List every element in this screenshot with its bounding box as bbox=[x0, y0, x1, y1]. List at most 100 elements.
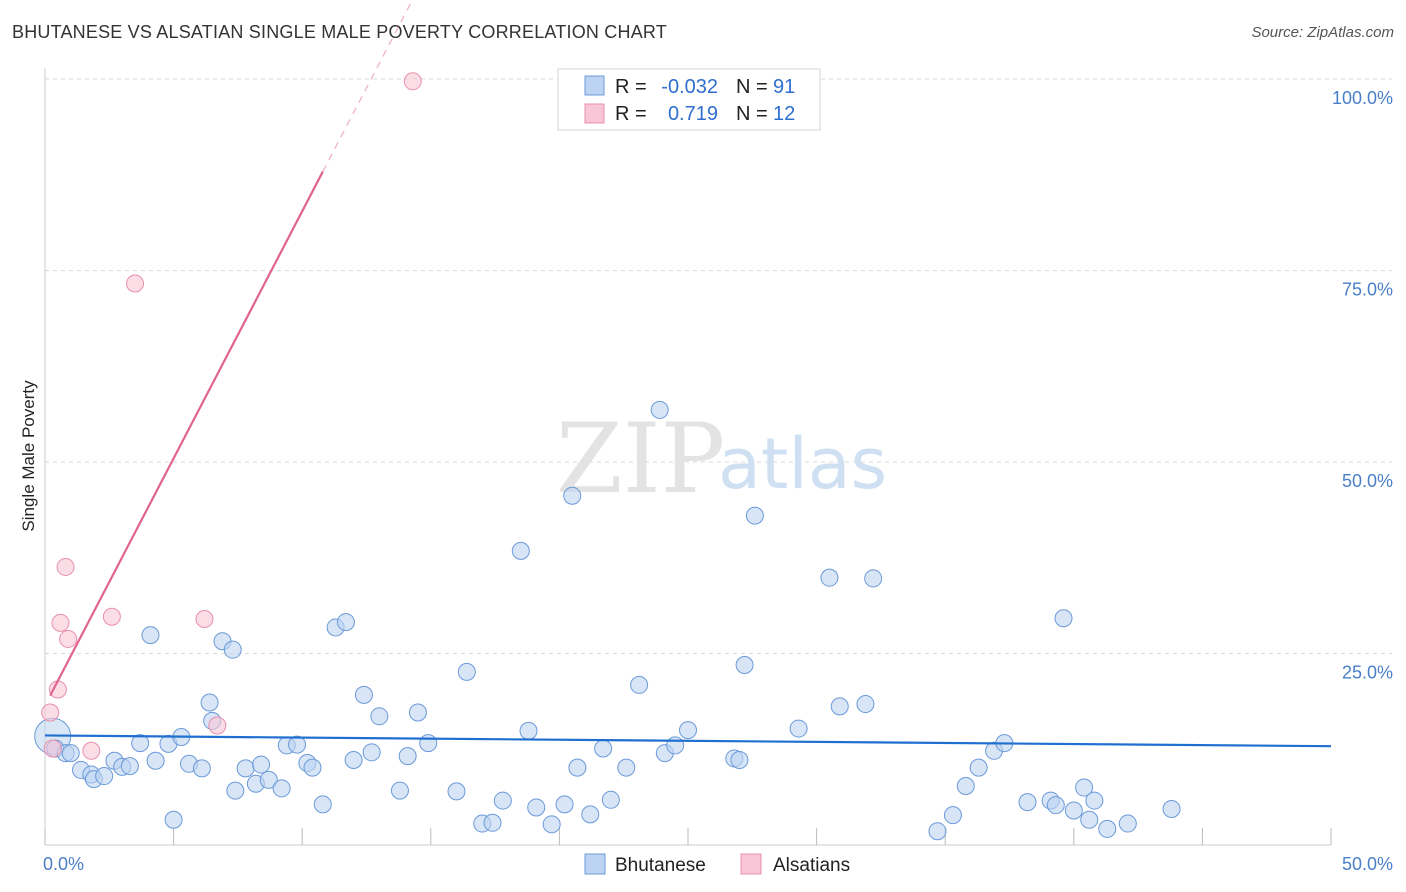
trendline-bhutanese bbox=[44, 734, 1332, 748]
point-bhutanese bbox=[370, 707, 389, 726]
point-bhutanese bbox=[617, 758, 636, 777]
point-bhutanese bbox=[969, 758, 988, 777]
point-bhutanese bbox=[226, 781, 245, 800]
watermark-zip: ZIP bbox=[556, 403, 725, 515]
series-legend: Bhutanese Alsatians bbox=[584, 853, 850, 876]
trendline-alsatians-extension bbox=[322, 0, 414, 172]
legend-n-label-bhutanese: N = bbox=[736, 76, 768, 98]
watermark-atlas: atlas bbox=[718, 423, 887, 505]
point-bhutanese bbox=[1046, 796, 1065, 815]
point-bhutanese bbox=[735, 655, 754, 674]
y-axis-label: Single Male Poverty bbox=[19, 380, 38, 532]
point-bhutanese bbox=[131, 734, 150, 753]
point-bhutanese bbox=[390, 781, 409, 800]
point-alsatians bbox=[82, 741, 101, 760]
legend-n-label-alsatians: N = bbox=[736, 103, 768, 125]
point-bhutanese bbox=[630, 675, 649, 694]
point-bhutanese bbox=[336, 613, 355, 632]
legend-r-value-bhutanese: -0.032 bbox=[661, 76, 718, 98]
point-alsatians bbox=[41, 703, 60, 722]
legend-swatch-bhutanese bbox=[584, 75, 605, 96]
legend-n-value-alsatians: 12 bbox=[773, 103, 795, 125]
point-bhutanese bbox=[200, 693, 219, 712]
point-bhutanese bbox=[820, 568, 839, 587]
point-bhutanese bbox=[164, 810, 183, 829]
point-bhutanese bbox=[61, 744, 80, 763]
point-bhutanese bbox=[483, 813, 502, 832]
point-bhutanese bbox=[252, 755, 271, 774]
point-alsatians bbox=[403, 72, 422, 91]
point-bhutanese bbox=[745, 506, 764, 525]
legend-swatch-alsatians bbox=[584, 103, 605, 124]
point-bhutanese bbox=[1054, 609, 1073, 628]
point-bhutanese bbox=[259, 770, 278, 789]
point-bhutanese bbox=[679, 721, 697, 740]
y-tick-label: 100.0% bbox=[1332, 88, 1393, 108]
point-bhutanese bbox=[601, 790, 620, 809]
point-bhutanese bbox=[519, 721, 538, 740]
point-bhutanese bbox=[457, 662, 476, 681]
point-bhutanese bbox=[303, 758, 322, 777]
point-alsatians bbox=[43, 739, 62, 758]
point-bhutanese bbox=[555, 795, 574, 814]
point-bhutanese bbox=[956, 777, 975, 796]
point-bhutanese bbox=[223, 640, 242, 659]
point-bhutanese bbox=[1098, 819, 1117, 838]
point-bhutanese bbox=[1064, 801, 1083, 820]
point-bhutanese bbox=[563, 486, 582, 505]
point-bhutanese bbox=[830, 697, 849, 716]
point-bhutanese bbox=[581, 805, 600, 824]
x-tick-label-max: 50.0% bbox=[1342, 854, 1393, 874]
point-bhutanese bbox=[95, 767, 114, 786]
point-bhutanese bbox=[1162, 799, 1181, 818]
point-bhutanese bbox=[493, 791, 512, 810]
trend-layer bbox=[44, 0, 1332, 748]
legend-n-value-bhutanese: 91 bbox=[773, 76, 795, 98]
point-bhutanese bbox=[650, 400, 669, 419]
point-bhutanese bbox=[1018, 793, 1037, 812]
point-bhutanese bbox=[313, 795, 332, 814]
point-bhutanese bbox=[864, 569, 883, 588]
series-legend-bhutanese: Bhutanese bbox=[615, 855, 706, 876]
point-bhutanese bbox=[408, 703, 427, 722]
point-bhutanese bbox=[789, 719, 808, 738]
point-bhutanese bbox=[1080, 810, 1099, 829]
point-bhutanese bbox=[856, 695, 875, 714]
point-bhutanese bbox=[568, 758, 587, 777]
legend-r-value-alsatians: 0.719 bbox=[668, 103, 718, 125]
chart-title: BHUTANESE VS ALSATIAN SINGLE MALE POVERT… bbox=[12, 22, 667, 42]
point-bhutanese bbox=[542, 815, 561, 834]
point-bhutanese bbox=[419, 734, 438, 753]
point-bhutanese bbox=[192, 759, 211, 778]
point-bhutanese bbox=[288, 735, 307, 754]
stats-legend: R = -0.032 N = 91 R = 0.719 N = 12 bbox=[557, 68, 821, 131]
point-bhutanese bbox=[344, 750, 363, 769]
legend-r-label-alsatians: R = bbox=[615, 103, 647, 125]
axis-layer: 25.0% 50.0% 75.0% 100.0% 0.0% 50.0% bbox=[43, 68, 1393, 874]
point-bhutanese bbox=[272, 779, 291, 798]
point-bhutanese bbox=[141, 626, 160, 645]
point-alsatians bbox=[51, 613, 70, 632]
point-bhutanese bbox=[354, 685, 373, 704]
point-alsatians bbox=[48, 680, 67, 699]
y-tick-label: 50.0% bbox=[1342, 471, 1393, 491]
point-alsatians bbox=[126, 274, 145, 293]
point-bhutanese bbox=[1075, 778, 1094, 797]
y-tick-label: 75.0% bbox=[1342, 280, 1393, 300]
point-bhutanese bbox=[398, 747, 417, 766]
point-alsatians bbox=[59, 629, 78, 648]
point-bhutanese bbox=[928, 822, 947, 841]
watermark: ZIP atlas bbox=[556, 403, 887, 515]
x-tick-label-min: 0.0% bbox=[43, 854, 84, 874]
point-bhutanese bbox=[1085, 791, 1104, 810]
point-bhutanese bbox=[511, 541, 530, 560]
legend-r-label-bhutanese: R = bbox=[615, 76, 647, 98]
point-bhutanese bbox=[447, 782, 466, 801]
point-alsatians bbox=[208, 716, 227, 735]
point-bhutanese bbox=[666, 736, 685, 755]
y-tick-label: 25.0% bbox=[1342, 663, 1393, 683]
grid-layer bbox=[45, 78, 1392, 654]
trendline-alsatians bbox=[49, 171, 324, 697]
points-layer bbox=[34, 72, 1181, 841]
point-bhutanese bbox=[527, 798, 546, 817]
